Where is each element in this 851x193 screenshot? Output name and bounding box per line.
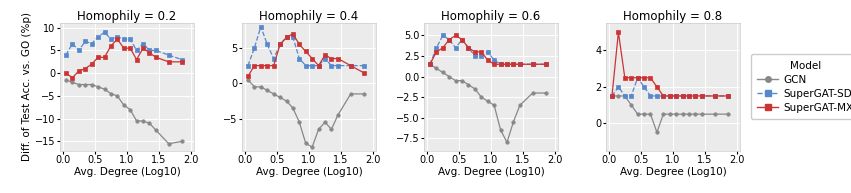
Title: Homophily = 0.8: Homophily = 0.8 <box>624 10 722 23</box>
Y-axis label: Diff. of Test Acc. vs. GO (%p): Diff. of Test Acc. vs. GO (%p) <box>22 12 32 161</box>
Legend: GCN, SuperGAT-SD, SuperGAT-MX: GCN, SuperGAT-SD, SuperGAT-MX <box>751 54 851 119</box>
Title: Homophily = 0.2: Homophily = 0.2 <box>77 10 177 23</box>
X-axis label: Avg. Degree (Log10): Avg. Degree (Log10) <box>255 168 363 178</box>
X-axis label: Avg. Degree (Log10): Avg. Degree (Log10) <box>73 168 180 178</box>
X-axis label: Avg. Degree (Log10): Avg. Degree (Log10) <box>620 168 727 178</box>
X-axis label: Avg. Degree (Log10): Avg. Degree (Log10) <box>437 168 545 178</box>
Title: Homophily = 0.6: Homophily = 0.6 <box>442 10 540 23</box>
Title: Homophily = 0.4: Homophily = 0.4 <box>260 10 358 23</box>
